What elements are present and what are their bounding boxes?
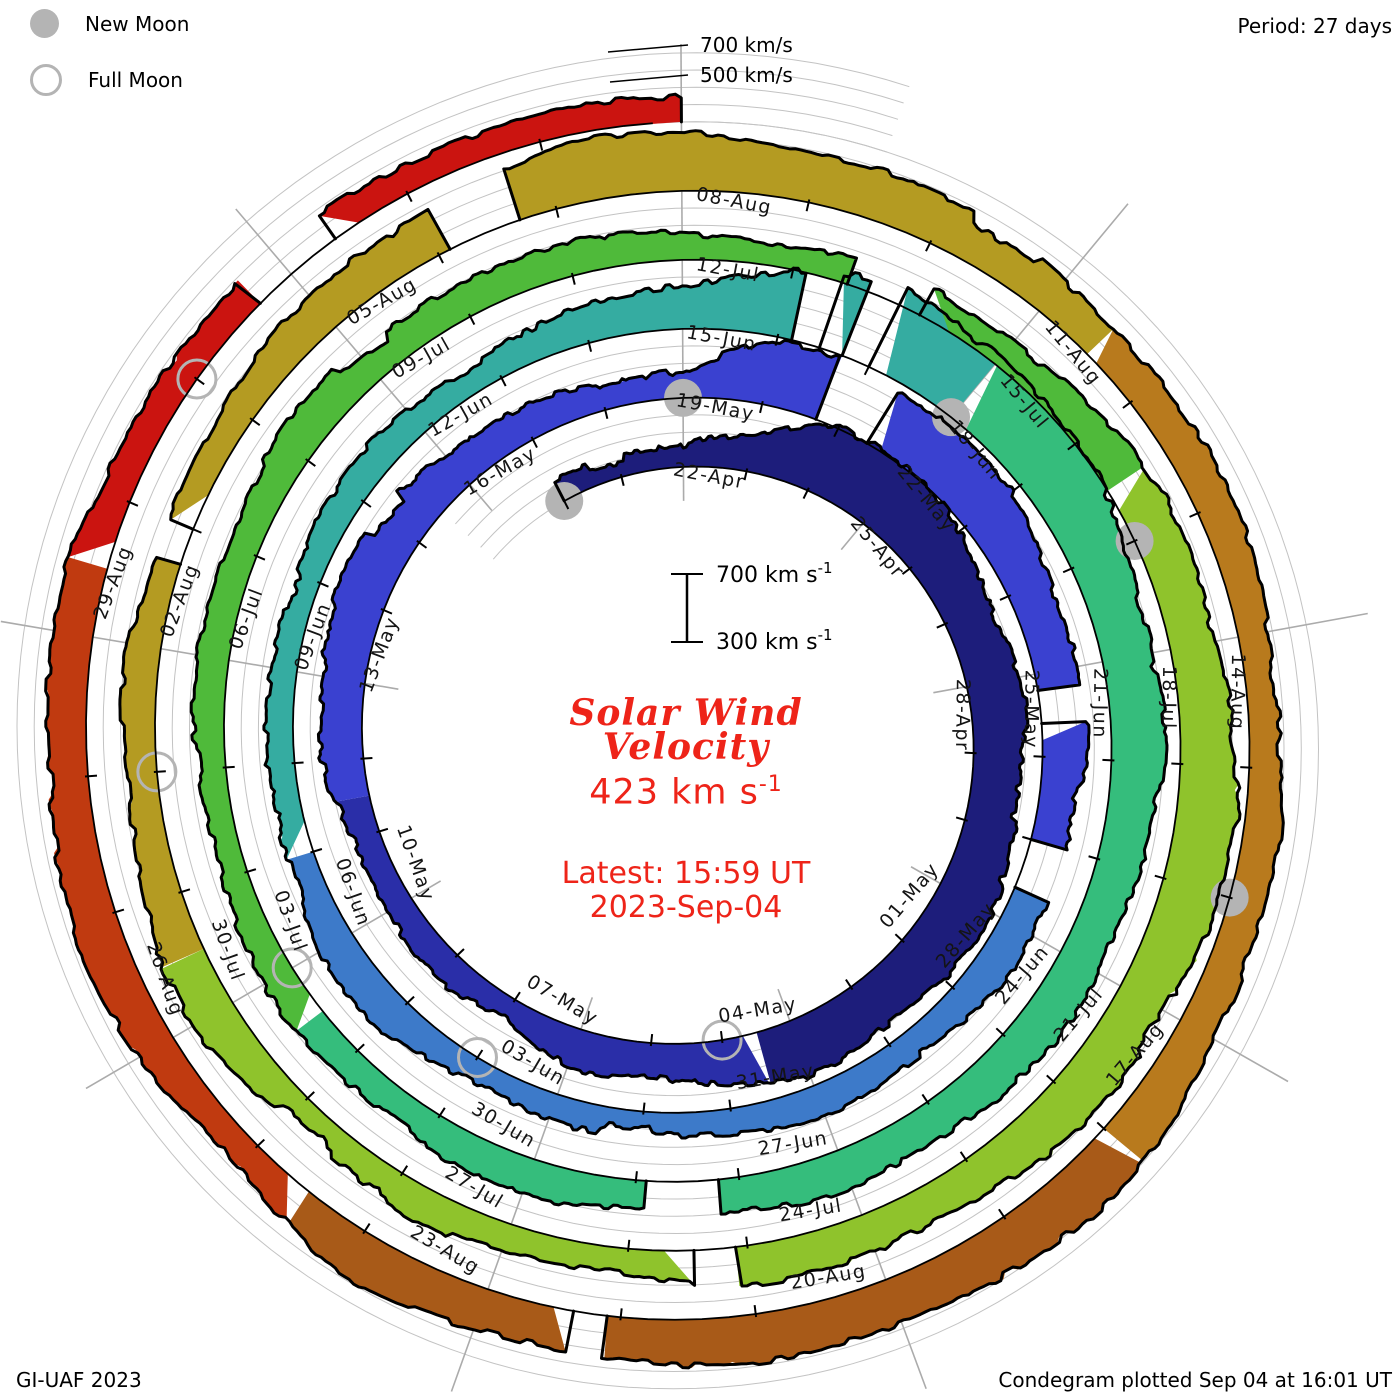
moon-legend: New Moon Full Moon xyxy=(30,9,189,122)
period-label: Period: 27 days xyxy=(1237,14,1392,38)
latest-timestamp: Latest: 15:59 UT 2023-Sep-04 xyxy=(561,855,811,925)
scale-bar: 700 km s-1 300 km s-1 xyxy=(671,559,833,655)
svg-text:18-Jul: 18-Jul xyxy=(1157,666,1180,730)
svg-text:14-Aug: 14-Aug xyxy=(1226,653,1249,730)
current-velocity-value: 423 km s-1 xyxy=(589,772,783,813)
footer-label: Condegram plotted Sep 04 at 16:01 UT xyxy=(998,1368,1392,1392)
gridline-label-700: 700 km/s xyxy=(700,33,793,57)
svg-text:21-Jun: 21-Jun xyxy=(1089,668,1112,739)
chart-title-line2: Velocity xyxy=(602,726,770,768)
svg-text:700 km s-1: 700 km s-1 xyxy=(716,559,833,588)
band-outlines xyxy=(44,92,1285,1370)
svg-text:300 km s-1: 300 km s-1 xyxy=(716,626,833,655)
full-moon-label: Full Moon xyxy=(88,68,183,92)
new-moon-label: New Moon xyxy=(85,11,190,36)
credit-label: GI-UAF 2023 xyxy=(16,1368,142,1392)
svg-text:28-Apr: 28-Apr xyxy=(951,679,974,752)
velocity-bands xyxy=(45,94,1284,1368)
svg-text:25-May: 25-May xyxy=(1020,670,1043,750)
day-ticks xyxy=(84,138,1253,1321)
legend-new-moon: New Moon xyxy=(30,9,189,38)
new-moon-icon xyxy=(30,9,59,38)
full-moon-icon xyxy=(30,64,62,96)
velocity-exponent: -1 xyxy=(758,772,783,797)
legend-full-moon: Full Moon xyxy=(30,64,189,96)
gridline-label-500: 500 km/s xyxy=(700,63,793,87)
chart-title-line1: Solar Wind xyxy=(569,692,803,734)
center-annotation: Solar Wind Velocity 423 km s-1 Latest: 1… xyxy=(562,694,811,925)
leader-lines xyxy=(607,44,689,83)
